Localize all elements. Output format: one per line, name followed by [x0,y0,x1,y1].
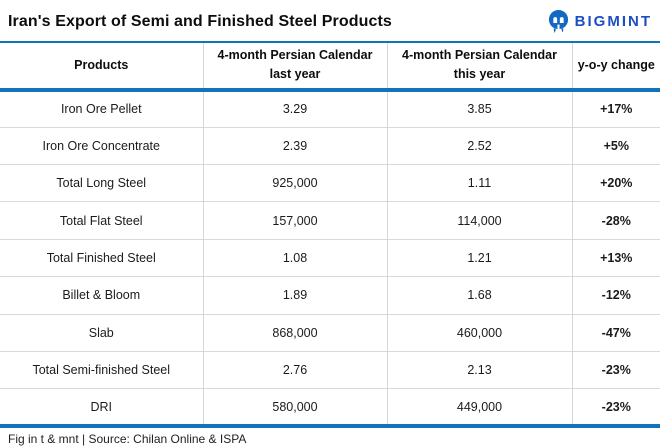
this-year-value-cell: 114,000 [387,201,573,240]
source-note: Fig in t & mnt | Source: Chilan Online &… [8,432,247,447]
this-year-value-cell: 460,000 [387,314,573,352]
table-header: Products 4-month Persian Calendar last y… [0,42,660,90]
this-year-value-cell: 1.68 [387,276,573,315]
this-year-value-cell: 2.52 [387,127,573,165]
yoy-change-cell: -47% [601,325,631,340]
header-bar: Iran's Export of Semi and Finished Steel… [0,0,660,41]
last-year-value-cell: 2.76 [203,351,388,389]
product-cell: Billet & Bloom [0,276,204,315]
table-row: Iron Ore Concentrate 2.39 2.52 +5% [0,127,660,165]
last-year-value-cell: 580,000 [203,388,388,427]
table-row: Slab 868,000 460,000 -47% [0,314,660,352]
this-year-value-cell: 1.21 [387,239,573,277]
last-year-value-cell: 1.08 [203,239,388,277]
column-header-products: Products [0,42,204,90]
table-header-row: Products 4-month Persian Calendar last y… [0,42,660,90]
table-row: Iron Ore Pellet 3.29 3.85 +17% [0,89,660,128]
last-year-value-cell: 1.89 [203,276,388,315]
yoy-change-cell: -23% [601,399,631,414]
column-header-last-year: 4-month Persian Calendar last year [203,42,388,90]
table-row: Total Finished Steel 1.08 1.21 +13% [0,239,660,277]
table-row: Total Long Steel 925,000 1.11 +20% [0,164,660,202]
column-header-yoy-change: y-o-y change [577,57,655,72]
product-cell: Total Long Steel [0,164,204,202]
product-cell: DRI [0,388,204,427]
page-title: Iran's Export of Semi and Finished Steel… [8,12,392,30]
last-year-value-cell: 925,000 [203,164,388,202]
table-body: Iron Ore Pellet 3.29 3.85 +17% Iron Ore Conc… [0,89,660,427]
this-year-value-cell: 1.11 [387,164,573,202]
product-cell: Iron Ore Concentrate [0,127,204,165]
last-year-value-cell: 868,000 [203,314,388,352]
product-cell: Total Semi-finished Steel [0,351,204,389]
bigmint-brand: BIGMINT [547,9,654,34]
last-year-value-cell: 2.39 [203,127,388,165]
yoy-change-cell: +20% [600,176,633,191]
yoy-change-cell: +13% [600,251,633,265]
table-row: Billet & Bloom 1.89 1.68 -12% [0,276,660,315]
product-cell: Total Flat Steel [0,201,204,240]
this-year-value-cell: 2.13 [387,351,573,389]
yoy-change-cell: +17% [600,102,633,117]
table-row: Total Flat Steel 157,000 114,000 -28% [0,201,660,240]
yoy-change-cell: -23% [601,363,631,378]
product-cell: Total Finished Steel [0,239,204,277]
bigmint-brand-name: BIGMINT [574,13,652,30]
table-row: DRI 580,000 449,000 -23% [0,388,660,427]
bigmint-logo-icon [547,9,570,34]
product-cell: Slab [0,314,204,352]
yoy-change-cell: -28% [601,213,631,228]
steel-export-table: Products 4-month Persian Calendar last y… [0,41,660,428]
yoy-change-cell: +5% [603,138,629,153]
yoy-change-cell: -12% [601,288,631,303]
this-year-value-cell: 449,000 [387,388,573,427]
last-year-value-cell: 157,000 [203,201,388,240]
column-header-this-year: 4-month Persian Calendar this year [387,42,573,90]
this-year-value-cell: 3.85 [387,89,573,128]
table-row: Total Semi-finished Steel 2.76 2.13 -23% [0,351,660,389]
product-cell: Iron Ore Pellet [0,89,204,128]
last-year-value-cell: 3.29 [203,89,388,128]
